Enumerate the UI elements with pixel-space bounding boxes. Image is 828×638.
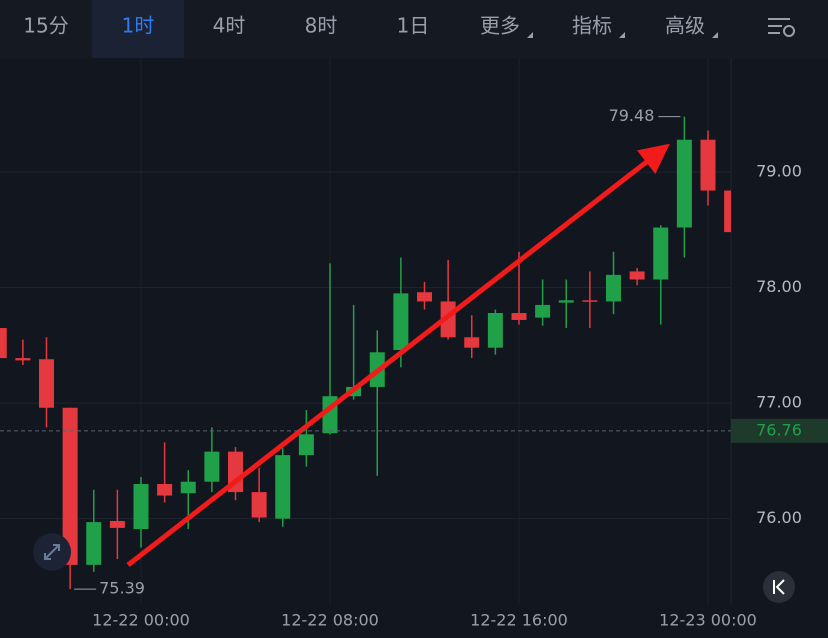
candle-body — [62, 407, 78, 565]
high-label: 79.48 — [609, 106, 655, 125]
candle-body — [629, 271, 645, 280]
x-tick-label: 12-22 00:00 — [92, 611, 190, 630]
candle-body — [582, 300, 598, 302]
dropdown-triangle — [527, 32, 533, 38]
candle-body — [251, 492, 267, 518]
axes: 76.00 77.00 78.00 79.00 12-22 00:00 12-22 08:… — [0, 106, 828, 630]
dropdown-icons — [527, 32, 718, 38]
tab[interactable]: 1日 — [397, 14, 430, 38]
candle-body — [0, 328, 7, 359]
y-tick-label: 78.00 — [756, 277, 802, 296]
candle-body — [676, 139, 692, 228]
candle-body — [15, 358, 31, 361]
last-price-label: 76.76 — [756, 420, 802, 439]
candle-body — [724, 190, 731, 233]
y-tick-label: 77.00 — [756, 393, 802, 412]
candle-body — [393, 293, 409, 350]
trend-arrow — [126, 143, 670, 567]
candle-body — [700, 139, 716, 191]
settings-icon[interactable] — [768, 18, 795, 37]
back-button[interactable] — [763, 571, 795, 603]
candle-body — [157, 484, 173, 496]
x-tick-label: 12-22 08:00 — [281, 611, 379, 630]
y-tick-label: 79.00 — [756, 162, 802, 181]
y-tick-label: 76.00 — [756, 508, 802, 527]
candle-body — [86, 522, 102, 565]
candle-body — [109, 520, 125, 528]
plot — [0, 116, 731, 590]
x-tick-label: 12-23 00:00 — [659, 611, 757, 630]
tab[interactable]: 15分 — [23, 14, 68, 38]
candle-body — [133, 484, 149, 530]
dropdown-triangle — [712, 32, 718, 38]
tab[interactable]: 高级 — [665, 14, 705, 38]
active-tab-bg — [92, 0, 184, 58]
candle-body — [204, 451, 220, 482]
candle-body — [417, 292, 432, 302]
tab[interactable]: 8时 — [305, 14, 338, 38]
candle-body — [464, 337, 480, 348]
expand-button[interactable] — [33, 533, 71, 571]
dropdown-triangle — [619, 32, 625, 38]
tab[interactable]: 4时 — [213, 14, 246, 38]
candle-body — [653, 227, 669, 280]
candle-body — [275, 455, 291, 519]
tabs: 15分 1时 4时 8时 1日 更多 指标 高级 — [23, 0, 705, 58]
last-price-box — [731, 418, 828, 443]
candle-body — [606, 274, 621, 302]
tab[interactable]: 更多 — [480, 14, 520, 38]
candle-body — [487, 313, 503, 348]
tab[interactable]: 指标 — [572, 14, 612, 38]
low-label: 75.39 — [99, 579, 145, 598]
candle-body — [180, 481, 196, 494]
x-tick-label: 12-22 16:00 — [470, 611, 568, 630]
candle-body — [558, 300, 574, 303]
tab[interactable]: 1时 — [122, 14, 155, 38]
candle-body — [298, 434, 314, 456]
candle-body — [39, 359, 54, 408]
candle-body — [535, 304, 551, 318]
candle-body — [511, 313, 527, 320]
